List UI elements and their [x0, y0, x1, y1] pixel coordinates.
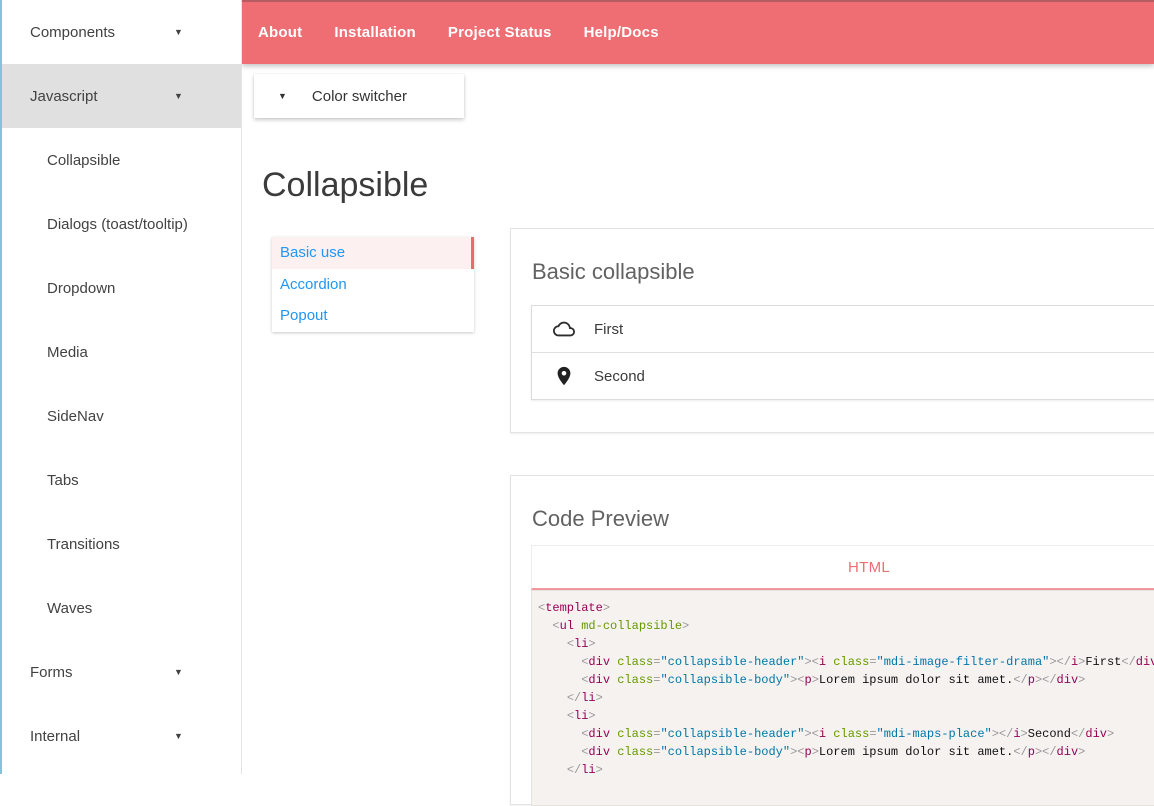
sidebar-item-label: Dropdown	[47, 279, 116, 297]
sidebar-item-media[interactable]: Media	[0, 320, 241, 384]
code-line: </li>	[566, 691, 603, 705]
code-line: </li>	[566, 763, 603, 777]
nav-item-installation[interactable]: Installation	[334, 23, 416, 41]
collapsible-item-label: First	[594, 320, 624, 338]
chevron-down-icon: ▼	[174, 27, 183, 37]
example-tab-popout[interactable]: Popout	[280, 307, 328, 325]
sidebar-item-javascript[interactable]: Javascript ▼	[0, 64, 241, 128]
sidebar-item-label: Internal	[30, 727, 81, 745]
window-top-edge	[242, 0, 1154, 2]
sidebar: Components ▼ Javascript ▼ Collapsible Dialogs…	[0, 0, 242, 774]
card-title: Basic collapsible	[532, 259, 695, 284]
example-tab-basic-use[interactable]: Basic use	[272, 237, 474, 269]
color-switcher-dropdown[interactable]: ▼ Color switcher	[254, 74, 464, 118]
sidebar-item-label: Components	[30, 23, 116, 41]
card-title: Code Preview	[532, 506, 669, 531]
nav-item-help-docs[interactable]: Help/Docs	[583, 23, 659, 41]
sidebar-item-label: Collapsible	[47, 151, 121, 169]
sidebar-item-internal[interactable]: Internal ▼	[0, 704, 241, 768]
sidebar-item-label: Tabs	[47, 471, 79, 489]
code-tabbar: HTML	[531, 545, 1154, 590]
collapsible-header-first[interactable]: First	[532, 306, 1154, 352]
code-line: <template>	[538, 601, 611, 615]
tab-html[interactable]: HTML	[847, 558, 891, 576]
chevron-down-icon: ▼	[278, 91, 287, 101]
top-navbar: About Installation Project Status Help/Docs	[242, 0, 1154, 64]
code-block: <template> <ul md-collapsible> <li> <div…	[531, 590, 1154, 806]
code-line: <div class="collapsible-body"><p>Lorem i…	[581, 673, 1086, 687]
sidebar-item-forms[interactable]: Forms ▼	[0, 640, 241, 704]
sidebar-item-label: Waves	[47, 599, 93, 617]
sidebar-item-dropdown[interactable]: Dropdown	[0, 256, 241, 320]
sidebar-item-label: Javascript	[30, 87, 98, 105]
sidebar-item-label: Transitions	[47, 535, 120, 553]
code-line: <li>	[566, 637, 596, 651]
collapsible-item-label: Second	[594, 367, 645, 385]
cloud-icon	[553, 321, 575, 337]
code-line: <div class="collapsible-header"><i class…	[581, 727, 1115, 741]
sidebar-item-tabs[interactable]: Tabs	[0, 448, 241, 512]
sidebar-item-label: Forms	[30, 663, 73, 681]
sidebar-item-sidenav[interactable]: SideNav	[0, 384, 241, 448]
basic-collapsible-card: Basic collapsible First Second	[510, 228, 1154, 433]
example-nav-tabs: Basic use Accordion Popout	[272, 237, 474, 332]
collapsible-widget: First Second	[531, 305, 1154, 400]
chevron-down-icon: ▼	[174, 91, 183, 101]
sidebar-item-collapsible[interactable]: Collapsible	[0, 128, 241, 192]
code-line: <div class="collapsible-header"><i class…	[581, 655, 1154, 669]
page-edge-accent	[0, 0, 2, 774]
sidebar-item-label: Dialogs (toast/tooltip)	[47, 215, 188, 233]
sidebar-item-transitions[interactable]: Transitions	[0, 512, 241, 576]
code-preview-card: Code Preview HTML <template> <ul md-coll…	[510, 475, 1154, 806]
sidebar-item-label: SideNav	[47, 407, 104, 425]
code-line: <div class="collapsible-body"><p>Lorem i…	[581, 745, 1086, 759]
chevron-down-icon: ▼	[174, 731, 183, 741]
collapsible-header-second[interactable]: Second	[532, 352, 1154, 399]
color-switcher-label: Color switcher	[311, 87, 407, 105]
place-icon	[557, 366, 571, 386]
example-tab-accordion[interactable]: Accordion	[280, 275, 347, 293]
sidebar-item-waves[interactable]: Waves	[0, 576, 241, 640]
chevron-down-icon: ▼	[174, 667, 183, 677]
code-line: <ul md-collapsible>	[552, 619, 690, 633]
nav-item-project-status[interactable]: Project Status	[447, 23, 552, 41]
sidebar-item-label: Media	[47, 343, 88, 361]
page-title: Collapsible	[262, 166, 429, 204]
sidebar-item-components[interactable]: Components ▼	[0, 0, 241, 64]
sidebar-item-dialogs-toast-tooltip[interactable]: Dialogs (toast/tooltip)	[0, 192, 241, 256]
nav-item-about[interactable]: About	[258, 23, 303, 41]
code-line: <li>	[566, 709, 596, 723]
